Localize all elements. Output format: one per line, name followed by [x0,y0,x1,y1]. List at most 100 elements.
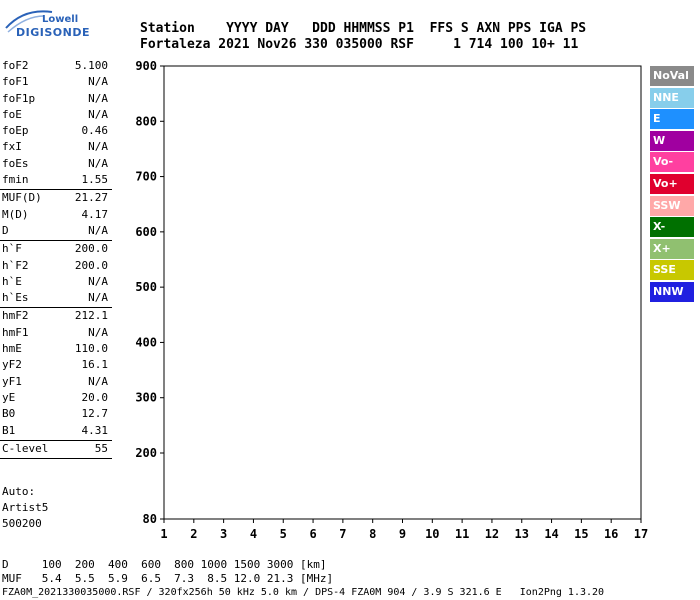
y-tick-label: 500 [135,280,157,294]
x-tick-label: 7 [339,527,346,541]
param-value: 110.0 [74,342,108,356]
param-row: foEp 0.46 [0,123,112,139]
param-row: hmF2 212.1 [0,308,112,324]
param-value: N/A [88,91,108,105]
param-row: M(D) 4.17 [0,207,112,223]
param-name: hmF2 [2,309,29,323]
param-name: foF1p [2,91,36,105]
y-tick-label: 800 [135,114,157,128]
param-value: N/A [88,140,108,154]
auto-code: 500200 [2,517,42,530]
param-name: h`Es [2,291,29,305]
y-tick-label: 300 [135,391,157,405]
param-name: h`F2 [2,258,29,272]
footer-distance-row: D 100 200 400 600 800 1000 1500 3000 [km… [2,558,327,571]
legend-item: X- [650,217,694,238]
param-value: 16.1 [81,358,109,372]
param-value: 55 [94,441,108,455]
auto-label: Auto: [2,485,36,498]
legend-item: X+ [650,238,694,259]
param-name: foEp [2,124,29,138]
param-name: foEs [2,156,29,170]
x-tick-label: 9 [399,527,406,541]
param-row: D N/A [0,223,112,239]
param-separator [0,458,112,460]
param-row: hmE 110.0 [0,341,112,357]
param-row: B1 4.31 [0,423,112,439]
param-value: N/A [88,274,108,288]
legend-item: SSE [650,260,694,281]
param-name: B0 [2,407,16,421]
x-tick-label: 6 [309,527,316,541]
param-row: foEs N/A [0,156,112,172]
param-name: yE [2,390,16,404]
header-values: Fortaleza 2021 Nov26 330 035000 RSF 1 71… [140,37,579,52]
x-tick-label: 4 [250,527,257,541]
param-value: 20.0 [81,390,109,404]
x-tick-label: 5 [280,527,287,541]
param-value: 4.17 [81,207,109,221]
param-value: N/A [88,223,108,237]
param-value: 200.0 [74,242,108,256]
param-name: h`E [2,274,22,288]
param-separator [0,240,112,242]
param-row: B0 12.7 [0,406,112,422]
legend-item: NNW [650,281,694,302]
param-row: foF1 N/A [0,74,112,90]
param-row: foF2 5.100 [0,58,112,74]
param-value: 5.100 [74,59,108,72]
autoscaling-info: Auto: Artist5 500200 [2,484,48,532]
x-tick-label: 15 [574,527,588,541]
x-tick-label: 10 [425,527,439,541]
param-separator [0,189,112,191]
x-tick-label: 11 [455,527,469,541]
param-name: fxI [2,140,22,154]
y-tick-label: 80 [143,512,157,526]
x-tick-label: 1 [160,527,167,541]
y-tick-label: 200 [135,446,157,460]
param-row: foE N/A [0,107,112,123]
param-name: fmin [2,173,29,187]
param-name: C-level [2,441,49,455]
legend-item: SSW [650,195,694,216]
param-value: 12.7 [81,407,109,421]
x-tick-label: 12 [485,527,499,541]
y-tick-label: 600 [135,225,157,239]
param-value: N/A [88,156,108,170]
param-value: N/A [88,107,108,121]
param-row: foF1p N/A [0,91,112,107]
y-tick-label: 700 [135,170,157,184]
param-value: 4.31 [81,423,109,437]
param-value: 21.27 [74,191,108,205]
station-header: Station YYYY DAY DDD HHMMSS P1 FFS S AXN… [140,21,586,53]
param-name: hmE [2,342,22,356]
legend-item: E [650,109,694,130]
logo-line1: Lowell [42,14,79,25]
param-name: B1 [2,423,16,437]
param-value: 1.55 [81,173,109,187]
param-value: 200.0 [74,258,108,272]
logo-line2: DIGISONDE [16,26,90,39]
y-tick-label: 900 [135,59,157,73]
param-row: C-level 55 [0,441,112,457]
logo-swoosh-icon [5,10,53,33]
param-row: hmF1 N/A [0,325,112,341]
lowell-digisonde-logo: Lowell DIGISONDE [4,6,89,42]
auto-program: Artist5 [2,501,49,514]
legend-item: NoVal [650,66,694,86]
chart-axes: 1 2 3 4 5 6 7 8 9 10 11 12 13 14 15 16 17802003004005006… [135,59,648,541]
param-name: yF2 [2,358,22,372]
param-name: hmF1 [2,325,29,339]
y-tick-label: 400 [135,335,157,349]
param-separator [0,307,112,309]
param-value: 212.1 [74,309,108,323]
x-tick-label: 14 [544,527,558,541]
param-row: yF2 16.1 [0,357,112,373]
param-name: h`F [2,242,22,256]
x-tick-label: 8 [369,527,376,541]
x-tick-label: 3 [220,527,227,541]
param-name: MUF(D) [2,191,42,205]
polarization-legend: NoVal NNE E W Vo- Vo+ SSW X- X+ SSE NNW [650,66,694,304]
param-value: N/A [88,325,108,339]
footer-file-info: FZA0M_2021330035000.RSF / 320fx256h 50 k… [2,587,605,598]
